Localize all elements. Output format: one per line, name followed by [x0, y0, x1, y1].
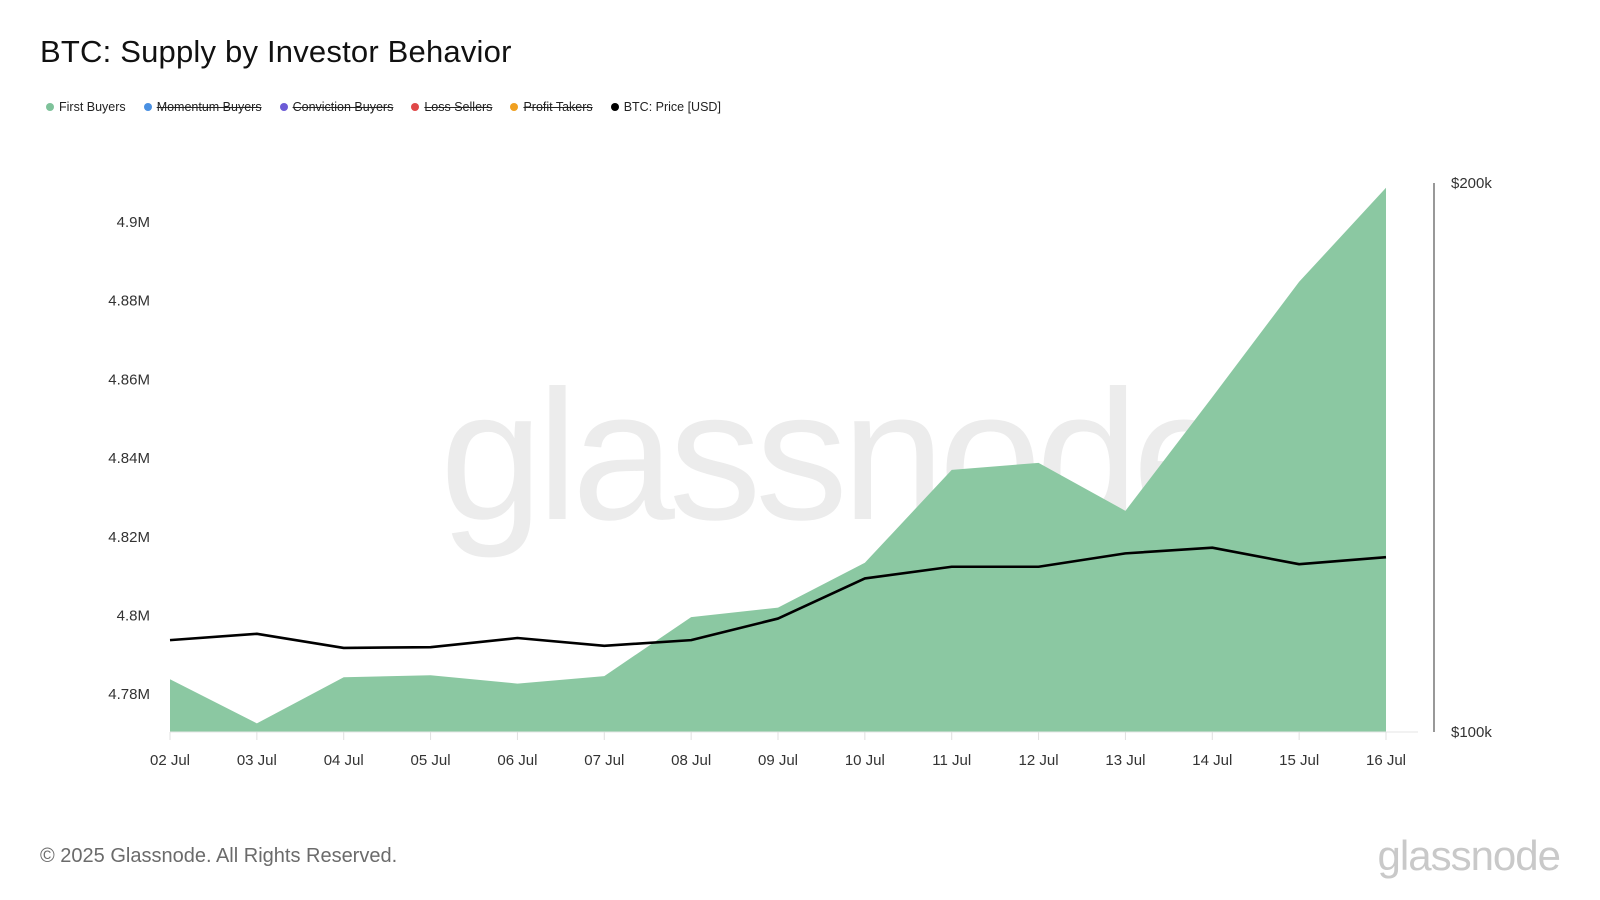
legend-item-first-buyers[interactable]: First Buyers	[46, 100, 126, 114]
chart-title: BTC: Supply by Investor Behavior	[40, 34, 512, 69]
y-left-tick-label: 4.84M	[108, 450, 150, 467]
legend-item-btc-price-usd[interactable]: BTC: Price [USD]	[610, 100, 721, 114]
x-tick-label: 02 Jul	[150, 752, 190, 769]
legend-dot-icon	[279, 103, 288, 111]
x-tick-label: 10 Jul	[845, 752, 885, 769]
legend-dot-icon	[610, 103, 619, 111]
legend-label: BTC: Price [USD]	[623, 100, 721, 114]
btc-price-line	[169, 546, 1387, 650]
y-right-tick-label: $100k	[1451, 724, 1492, 741]
x-tick-label: 14 Jul	[1192, 752, 1232, 769]
x-tick-label: 05 Jul	[411, 752, 451, 769]
y-right-tick-label: $200k	[1451, 175, 1492, 192]
y-left-tick-label: 4.82M	[108, 529, 150, 546]
legend-item-conviction-buyers[interactable]: Conviction Buyers	[279, 100, 394, 114]
x-tick-label: 16 Jul	[1366, 752, 1406, 769]
y-left-tick-label: 4.8M	[117, 608, 150, 625]
legend-dot-icon	[411, 103, 420, 111]
y-left-tick-label: 4.78M	[108, 686, 150, 703]
x-tick-label: 09 Jul	[758, 752, 798, 769]
first-buyers-area	[170, 187, 1386, 732]
legend-label: Conviction Buyers	[292, 100, 394, 114]
legend-label: Momentum Buyers	[156, 100, 262, 114]
legend-item-momentum-buyers[interactable]: Momentum Buyers	[143, 100, 262, 114]
x-tick-label: 06 Jul	[497, 752, 537, 769]
legend-label: Profit Takers	[523, 100, 593, 114]
x-tick-label: 12 Jul	[1019, 752, 1059, 769]
x-tick-label: 04 Jul	[324, 752, 364, 769]
legend-item-profit-takers[interactable]: Profit Takers	[510, 100, 593, 114]
legend-dot-icon	[143, 103, 152, 111]
legend-item-loss-sellers[interactable]: Loss Sellers	[411, 100, 492, 114]
x-tick-label: 11 Jul	[932, 752, 971, 769]
x-tick-label: 13 Jul	[1105, 752, 1145, 769]
x-tick-label: 08 Jul	[671, 752, 711, 769]
legend-label: First Buyers	[59, 100, 126, 114]
y-left-tick-label: 4.9M	[117, 214, 150, 231]
legend-dot-icon	[46, 103, 54, 111]
copyright: © 2025 Glassnode. All Rights Reserved.	[40, 845, 398, 867]
x-tick-label: 07 Jul	[584, 752, 624, 769]
x-tick-label: 15 Jul	[1279, 752, 1319, 769]
y-left-tick-label: 4.88M	[108, 293, 150, 310]
y-left-tick-label: 4.86M	[108, 371, 150, 388]
glassnode-logo: glassnode	[1377, 832, 1561, 879]
legend: First Buyers Momentum Buyers Conviction Bu…	[46, 100, 739, 114]
legend-dot-icon	[510, 103, 519, 111]
x-tick-label: 03 Jul	[237, 752, 277, 769]
legend-label: Loss Sellers	[424, 100, 493, 114]
